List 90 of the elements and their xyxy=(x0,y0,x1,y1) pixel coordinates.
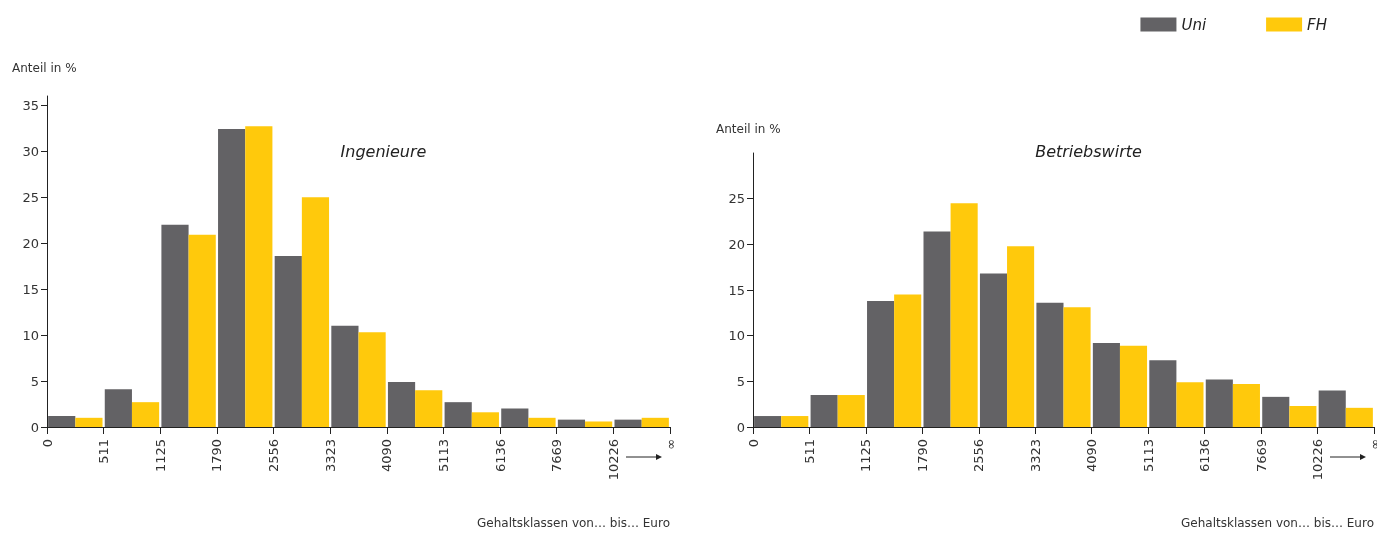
bar xyxy=(104,389,132,427)
bar xyxy=(810,395,838,427)
text: 0 xyxy=(39,439,55,448)
bar xyxy=(1205,379,1233,427)
bar xyxy=(923,231,951,427)
bar xyxy=(1007,246,1035,427)
text: 2556 xyxy=(266,439,282,473)
bar xyxy=(1262,396,1290,427)
bar xyxy=(979,273,1008,427)
text: Ingenieure xyxy=(340,141,427,161)
bar xyxy=(1063,307,1091,427)
bar xyxy=(754,416,782,427)
text: 10226 xyxy=(605,439,621,481)
bar xyxy=(585,421,613,427)
y-axis-title: Anteil in % xyxy=(12,61,77,75)
text: 5113 xyxy=(435,439,451,473)
bar xyxy=(641,417,669,427)
y-tick-label: 10 xyxy=(728,328,745,344)
y-tick-label: 5 xyxy=(736,373,745,389)
bar xyxy=(837,395,865,427)
bar xyxy=(131,402,160,427)
text: 511 xyxy=(96,439,112,464)
bar xyxy=(528,417,556,427)
y-tick-label: 20 xyxy=(22,235,39,251)
bar xyxy=(188,234,216,427)
text: 3323 xyxy=(1027,439,1043,473)
text: 511 xyxy=(801,439,817,464)
bar xyxy=(557,419,586,427)
text: 7669 xyxy=(1253,439,1269,473)
bar xyxy=(48,415,76,427)
text: 1125 xyxy=(152,439,168,473)
text: 6136 xyxy=(492,439,508,473)
bar xyxy=(950,203,978,427)
text: ∞ xyxy=(662,439,678,450)
text: 2556 xyxy=(971,439,987,473)
y-axis-title: Anteil in % xyxy=(716,122,781,136)
bar xyxy=(387,381,416,427)
y-tick-label: 25 xyxy=(728,191,745,207)
text: 5113 xyxy=(1140,439,1156,473)
text: 0 xyxy=(745,439,761,448)
y-tick-label: 5 xyxy=(30,373,39,389)
bar xyxy=(161,224,189,427)
bar xyxy=(1036,302,1064,427)
text: 7669 xyxy=(549,439,565,473)
bar xyxy=(501,408,529,427)
bar xyxy=(218,129,246,427)
text: 3323 xyxy=(322,439,338,473)
text: ∞ xyxy=(1366,439,1377,450)
bar xyxy=(245,126,273,427)
bar xyxy=(415,390,443,427)
y-tick-label: 0 xyxy=(736,419,745,435)
text: 4090 xyxy=(1084,439,1100,473)
text: 4090 xyxy=(379,439,395,473)
text: 6136 xyxy=(1197,439,1213,473)
bar xyxy=(301,197,330,427)
legend-label: FH xyxy=(1307,15,1328,34)
bar xyxy=(331,325,359,427)
bar xyxy=(894,294,922,427)
text: 1790 xyxy=(914,439,930,473)
bar xyxy=(1318,390,1346,427)
bar xyxy=(274,255,302,427)
y-tick-label: 35 xyxy=(22,97,39,113)
y-tick-label: 20 xyxy=(728,236,745,252)
bar xyxy=(1092,342,1120,427)
bar xyxy=(444,402,472,427)
text: 1125 xyxy=(858,439,874,473)
bar xyxy=(1232,384,1260,427)
bar xyxy=(1289,405,1317,427)
bar xyxy=(1149,360,1177,427)
bar xyxy=(358,332,386,427)
bar xyxy=(781,416,809,427)
bar xyxy=(867,300,895,427)
y-tick-label: 25 xyxy=(22,189,39,205)
bar xyxy=(1119,345,1148,427)
bar xyxy=(1176,382,1204,427)
bar xyxy=(471,412,499,427)
bar xyxy=(614,419,642,427)
x-axis-title: Gehaltsklassen von… bis… Euro xyxy=(1181,516,1374,530)
y-tick-label: 15 xyxy=(728,282,745,298)
bar xyxy=(1345,407,1373,427)
y-tick-label: 30 xyxy=(22,143,39,159)
legend-label: Uni xyxy=(1181,15,1207,34)
x-axis-title: Gehaltsklassen von… bis… Euro xyxy=(477,516,670,530)
y-tick-label: 0 xyxy=(30,419,39,435)
bar xyxy=(75,417,103,427)
text: 1790 xyxy=(209,439,225,473)
y-tick-label: 15 xyxy=(22,281,39,297)
y-tick-label: 10 xyxy=(22,327,39,343)
chart-title: Betriebswirte xyxy=(1035,141,1142,161)
text: 10226 xyxy=(1310,439,1326,481)
